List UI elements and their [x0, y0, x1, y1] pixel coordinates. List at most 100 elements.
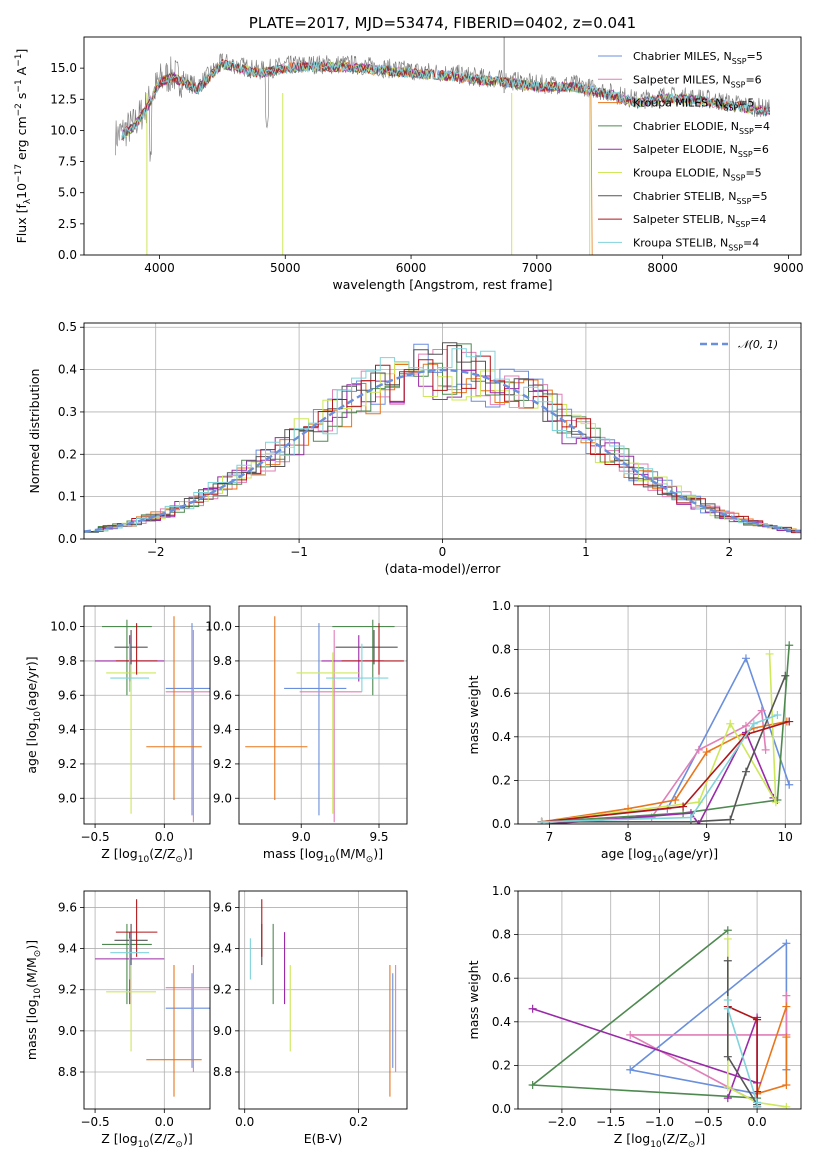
y-axis-label: age [log10(age/yr)] — [24, 656, 43, 773]
residual-histogram-3 — [84, 343, 801, 533]
y-axis-label: mass weight — [466, 675, 481, 754]
weight-marker-1 — [782, 991, 791, 1000]
y-tick-label: 9.4 — [58, 942, 77, 956]
weight-marker-1 — [761, 745, 770, 754]
x-tick-label: 0.0 — [155, 1115, 174, 1129]
weight-line-2 — [541, 720, 788, 823]
panel-residuals: −2 −1 0 1 2 0.0 0.1 0.2 0.3 0.4 0.5 (data-model)/er… — [27, 320, 802, 576]
y-tick-label: 1.0 — [492, 884, 511, 898]
y-tick-label: 0.4 — [492, 1015, 511, 1029]
x-tick-label: −0.5 — [81, 1115, 110, 1129]
x-tick-label: 8000 — [647, 261, 678, 275]
axes-frame — [83, 36, 802, 256]
residual-histogram-7 — [88, 345, 801, 534]
y-tick-label: 5.0 — [58, 186, 77, 200]
weight-marker-8 — [749, 719, 758, 728]
weight-marker-5 — [723, 934, 732, 943]
x-tick-label: −0.5 — [81, 830, 110, 844]
legend-entry: Kroupa STELIB, NSSP=4 — [633, 236, 759, 252]
residual-histogram-4 — [88, 369, 801, 532]
axes-frame — [83, 605, 211, 825]
weight-marker-1 — [626, 1030, 635, 1039]
y-tick-label: 10.0 — [50, 123, 77, 137]
x-tick-label: 4000 — [144, 261, 175, 275]
panel-weight-vs-age: 7 8 9 10 0.0 0.2 0.4 0.6 0.8 1.0 age [log10(age/yr… — [466, 599, 802, 865]
legend-entry: Salpeter STELIB, NSSP=4 — [633, 213, 766, 229]
y-tick-label: 9.2 — [213, 757, 232, 771]
y-axis-label: mass [log10(M/M⊙)] — [24, 940, 43, 1060]
y-tick-label: 10.0 — [205, 620, 232, 634]
y-tick-label: 0.0 — [58, 532, 77, 546]
weight-marker-6 — [726, 815, 735, 824]
weight-line-2 — [755, 1006, 788, 1095]
plot-area — [239, 891, 407, 1109]
x-tick-label: 0.0 — [235, 1115, 254, 1129]
y-tick-label: 12.5 — [50, 92, 77, 106]
y-tick-label: 0.0 — [58, 248, 77, 262]
weight-marker-2 — [782, 1081, 791, 1090]
x-tick-label: 0.0 — [155, 830, 174, 844]
y-tick-label: 9.4 — [58, 723, 77, 737]
x-axis-label: Z [log10(Z/Z⊙)] — [101, 846, 192, 865]
x-axis-label: (data-model)/error — [385, 561, 502, 576]
x-axis-label: E(B-V) — [304, 1131, 343, 1146]
plot-area — [115, 37, 771, 255]
y-tick-label: 0.2 — [492, 773, 511, 787]
weight-marker-8 — [537, 817, 546, 824]
weight-marker-2 — [782, 1033, 791, 1042]
weight-marker-4 — [528, 1004, 537, 1013]
x-tick-label: −2.0 — [547, 1115, 576, 1129]
y-tick-label: 9.0 — [213, 1024, 232, 1038]
y-tick-label: 9.6 — [213, 900, 232, 914]
x-tick-label: 2 — [725, 545, 733, 559]
x-tick-label: −2 — [147, 545, 165, 559]
y-tick-label: 0.1 — [58, 490, 77, 504]
weight-marker-5 — [782, 1102, 791, 1109]
weight-marker-0 — [626, 1065, 635, 1074]
plot-area — [84, 606, 210, 824]
plot-area — [84, 891, 210, 1109]
y-tick-label: 0.8 — [492, 928, 511, 942]
plot-area — [518, 606, 801, 824]
weight-marker-2 — [671, 796, 680, 805]
x-tick-label: 5000 — [270, 261, 301, 275]
weight-line-8 — [541, 714, 778, 823]
x-tick-label: 8 — [624, 830, 632, 844]
residual-histogram-8 — [93, 348, 801, 533]
panel-age-vs-mass: 9.0 9.5 9.0 9.2 9.4 9.6 9.8 10.0 mass [log10(M/M… — [205, 605, 408, 865]
legend-entry: Chabrier ELODIE, NSSP=4 — [633, 120, 770, 136]
y-tick-label: 9.0 — [213, 791, 232, 805]
y-axis-label: Flux [fλ10−17 erg cm−2 s−1 A−1] — [14, 49, 33, 244]
y-tick-label: 0.4 — [58, 363, 77, 377]
legend-entry: Salpeter ELODIE, NSSP=6 — [633, 143, 769, 159]
y-axis-label: Normed distribution — [27, 369, 42, 494]
y-tick-label: 0.0 — [492, 1102, 511, 1116]
y-tick-label: 9.6 — [58, 900, 77, 914]
y-tick-label: 0.3 — [58, 405, 77, 419]
weight-line-7 — [541, 720, 790, 823]
weight-marker-0 — [782, 939, 791, 948]
y-tick-label: 8.8 — [213, 1065, 232, 1079]
axes-frame — [517, 890, 802, 1110]
y-tick-label: 0.8 — [492, 643, 511, 657]
x-axis-label: age [log10(age/yr)] — [601, 846, 718, 865]
weight-marker-3 — [785, 641, 794, 650]
y-tick-label: 9.2 — [213, 983, 232, 997]
x-tick-label: 9.5 — [369, 830, 388, 844]
weight-marker-3 — [723, 926, 732, 935]
legend: Chabrier MILES, NSSP=5 Salpeter MILES, NS… — [598, 50, 770, 252]
weight-marker-1 — [694, 745, 703, 754]
weight-marker-8 — [753, 1102, 762, 1109]
model-spectrum-8 — [121, 59, 770, 141]
x-tick-label: −1.5 — [596, 1115, 625, 1129]
axes-frame — [238, 890, 408, 1110]
x-tick-label: 0.0 — [748, 1115, 767, 1129]
weight-marker-5 — [771, 798, 780, 807]
y-tick-label: 0.0 — [492, 817, 511, 831]
y-tick-label: 9.8 — [58, 654, 77, 668]
residual-histogram-6 — [84, 342, 801, 533]
x-tick-label: 7 — [546, 830, 554, 844]
residual-histogram-5 — [93, 362, 801, 534]
y-tick-label: 9.0 — [58, 1024, 77, 1038]
